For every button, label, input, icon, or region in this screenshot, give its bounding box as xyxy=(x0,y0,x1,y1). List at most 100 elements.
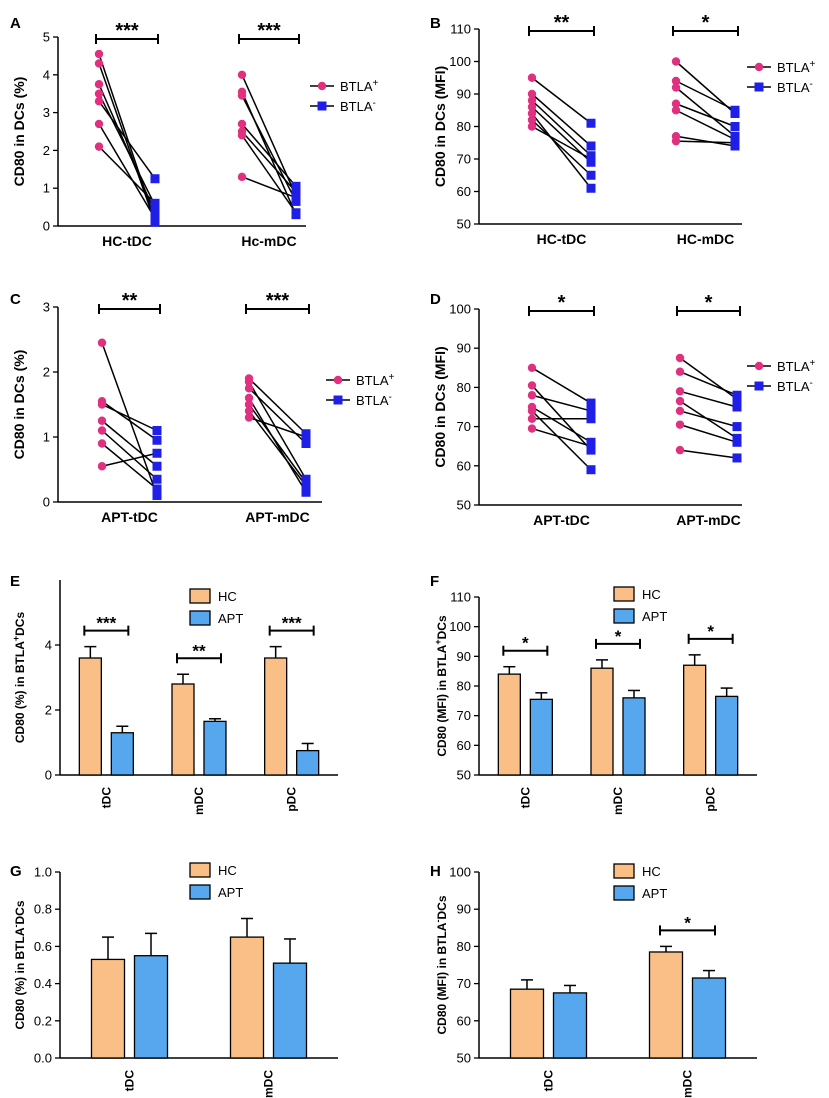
bar xyxy=(622,697,646,776)
btla-neg-point xyxy=(301,487,311,497)
significance-label: * xyxy=(707,622,714,641)
btla-neg-point xyxy=(586,118,596,128)
btla-pos-point xyxy=(97,416,107,425)
legend-marker xyxy=(754,361,764,371)
pair-line xyxy=(531,384,592,451)
bar xyxy=(683,664,707,776)
y-tick-label: 0.2 xyxy=(34,1013,52,1028)
y-tick-label: 70 xyxy=(457,976,471,991)
y-axis-label: CD80 (MFI) in BTLA+DCs xyxy=(433,615,449,757)
y-axis-label-part: CD80 in DCs (MFI) xyxy=(432,66,448,187)
btla-pos-point xyxy=(527,73,537,82)
btla-pos-point xyxy=(237,119,247,129)
y-tick-label: 50 xyxy=(457,1051,471,1066)
significance-label: ** xyxy=(554,12,570,34)
x-tick-label: mDC xyxy=(262,1070,276,1098)
btla-neg-point xyxy=(301,432,311,442)
btla-pos-point xyxy=(527,381,537,390)
pair-line xyxy=(531,93,592,147)
btla-pos-point xyxy=(244,400,254,409)
y-tick-label: 60 xyxy=(457,738,471,753)
bar xyxy=(78,657,102,776)
panel-letter: A xyxy=(10,15,21,32)
btla-pos-point xyxy=(675,420,685,429)
legend-sup: - xyxy=(373,98,376,109)
panel-letter: C xyxy=(10,291,21,308)
btla-neg-point xyxy=(730,138,740,148)
legend-marker xyxy=(333,395,343,405)
pair-line xyxy=(98,146,156,204)
y-tick-label: 90 xyxy=(457,341,471,356)
y-tick-label: 50 xyxy=(457,768,471,783)
bar xyxy=(133,955,169,1059)
y-axis-label-part: + xyxy=(11,636,21,641)
legend-label: APT xyxy=(642,886,667,901)
btla-pos-point xyxy=(97,462,107,471)
btla-neg-point xyxy=(732,422,742,432)
btla-pos-point xyxy=(671,76,681,86)
y-axis-label-part: + xyxy=(433,639,443,644)
btla-neg-point xyxy=(152,491,162,500)
legend-sup: + xyxy=(389,372,395,383)
pair-line xyxy=(248,410,307,487)
x-tick-label: APT-mDC xyxy=(245,509,310,525)
legend-swatch xyxy=(613,608,635,624)
legend-label: HC xyxy=(218,589,237,604)
btla-pos-point xyxy=(527,96,537,105)
pair-line xyxy=(531,394,592,412)
y-tick-label: 80 xyxy=(457,939,471,954)
pair-line xyxy=(679,410,738,428)
panel-d: 50 60 70 80 90 100 D CD80 in DCs (MFI) APT-tDC * A… xyxy=(430,291,816,528)
btla-neg-point xyxy=(291,187,301,197)
btla-pos-point xyxy=(94,142,104,151)
legend-swatch xyxy=(189,862,211,878)
pair-line xyxy=(531,406,592,443)
y-axis-label: CD80 (%) in BTLA-DCs xyxy=(11,900,27,1029)
legend-label: APT xyxy=(218,885,243,900)
x-tick-label: tDC xyxy=(99,787,113,809)
significance-label: *** xyxy=(115,20,139,42)
legend-label: BTLA- xyxy=(777,378,813,395)
x-tick-label: HC-tDC xyxy=(102,233,152,249)
panel-letter: F xyxy=(430,573,439,590)
btla-pos-point xyxy=(94,89,104,98)
pair-line xyxy=(101,420,158,467)
pair-line xyxy=(675,80,736,111)
pair-line xyxy=(248,377,307,435)
pair-line xyxy=(98,63,156,223)
y-tick-label: 50 xyxy=(457,217,471,232)
pair-line xyxy=(101,429,158,480)
legend-label: HC xyxy=(218,863,237,878)
btla-pos-point xyxy=(671,106,681,115)
y-axis-label-part: CD80 (MFI) in BTLA xyxy=(435,644,449,756)
btla-neg-point xyxy=(586,154,596,164)
legend-label: BTLA+ xyxy=(777,59,816,76)
y-tick-label: 1.0 xyxy=(34,865,52,880)
legend-swatch xyxy=(189,610,211,626)
y-tick-label: 100 xyxy=(449,619,471,634)
btla-neg-point xyxy=(150,198,160,208)
legend-swatch xyxy=(613,885,635,901)
btla-pos-point xyxy=(527,115,537,125)
y-tick-label: 5 xyxy=(43,30,50,45)
y-tick-label: 70 xyxy=(457,419,471,434)
btla-pos-point xyxy=(94,59,104,68)
legend-label: BTLA- xyxy=(777,79,813,96)
legend-swatch xyxy=(613,863,635,879)
bar xyxy=(648,951,684,1059)
y-tick-label: 80 xyxy=(457,380,471,395)
y-tick-label: 2 xyxy=(45,703,52,718)
btla-pos-point xyxy=(244,393,254,403)
legend-sup: - xyxy=(389,392,392,403)
legend-marker xyxy=(754,62,764,72)
legend-label: BTLA- xyxy=(356,392,392,409)
legend-label: HC xyxy=(642,587,661,602)
legend-marker xyxy=(317,101,327,111)
btla-neg-point xyxy=(291,181,301,191)
pair-line xyxy=(675,109,736,141)
btla-neg-point xyxy=(152,435,162,445)
pair-line xyxy=(531,125,592,160)
panel-g: 0.0 0.2 0.4 0.6 0.8 1.0 G CD80 (%) in BTLA-DCs t… xyxy=(10,862,338,1098)
btla-pos-point xyxy=(671,99,681,108)
btla-pos-point xyxy=(527,363,537,372)
